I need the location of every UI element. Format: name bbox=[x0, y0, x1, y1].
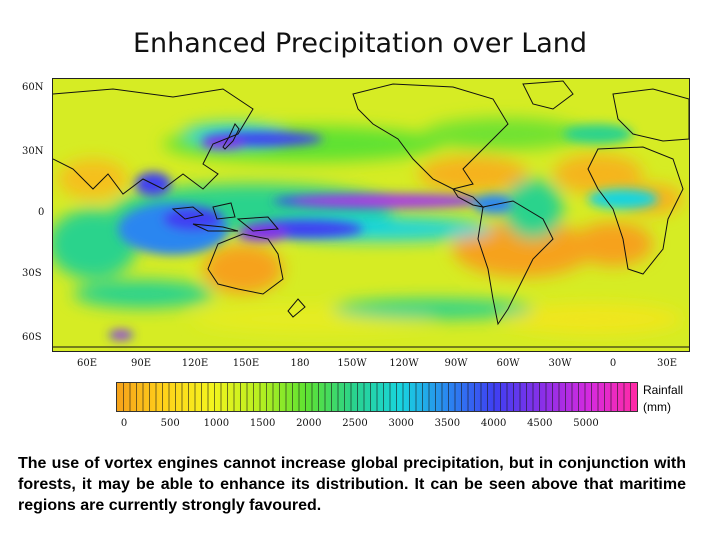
lat-label: 30N bbox=[22, 146, 44, 157]
colorbar-tick-label: 3500 bbox=[434, 418, 461, 429]
lat-label: 0 bbox=[38, 207, 45, 218]
colorbar-tick-label: 4500 bbox=[527, 418, 553, 429]
colorbar-tick-label: 5000 bbox=[573, 418, 599, 429]
lon-label: 30E bbox=[656, 358, 678, 369]
lon-label: 120W bbox=[389, 358, 419, 369]
lon-label: 90W bbox=[444, 358, 468, 369]
colorbar-unit-line: Rainfall bbox=[643, 383, 684, 397]
lon-label: 120E bbox=[181, 358, 209, 369]
lon-label: 90E bbox=[130, 358, 152, 369]
colorbar-unit-label: Rainfall (mm) bbox=[643, 382, 683, 416]
colorbar-unit-line: (mm) bbox=[643, 400, 671, 414]
colorbar-tick-label: 2500 bbox=[342, 418, 368, 429]
lon-label: 0 bbox=[609, 358, 617, 369]
lon-label: 150E bbox=[232, 358, 260, 369]
colorbar-tick-label: 1000 bbox=[203, 418, 230, 429]
colorbar-tick-label: 1500 bbox=[249, 418, 276, 429]
lon-label: 30W bbox=[548, 358, 572, 369]
page-title: Enhanced Precipitation over Land bbox=[132, 28, 588, 59]
colorbar-tick-label: 2000 bbox=[296, 418, 322, 429]
lon-label: 180 bbox=[290, 358, 310, 369]
lat-label: 60N bbox=[22, 82, 44, 93]
lon-label: 60E bbox=[76, 358, 98, 369]
lat-label: 30S bbox=[22, 268, 42, 279]
colorbar-tick-label: 500 bbox=[160, 418, 180, 429]
caption-text: The use of vortex engines cannot increas… bbox=[18, 455, 686, 514]
colorbar-tick-label: 4000 bbox=[480, 418, 507, 429]
lon-label: 60W bbox=[496, 358, 520, 369]
lon-label: 150W bbox=[337, 358, 367, 369]
colorbar-tick-label: 3000 bbox=[388, 418, 414, 429]
colorbar-tick-label: 0 bbox=[120, 418, 128, 429]
lat-label: 60S bbox=[22, 332, 42, 343]
rainfall-colorbar bbox=[116, 382, 638, 412]
precipitation-map bbox=[52, 78, 690, 352]
